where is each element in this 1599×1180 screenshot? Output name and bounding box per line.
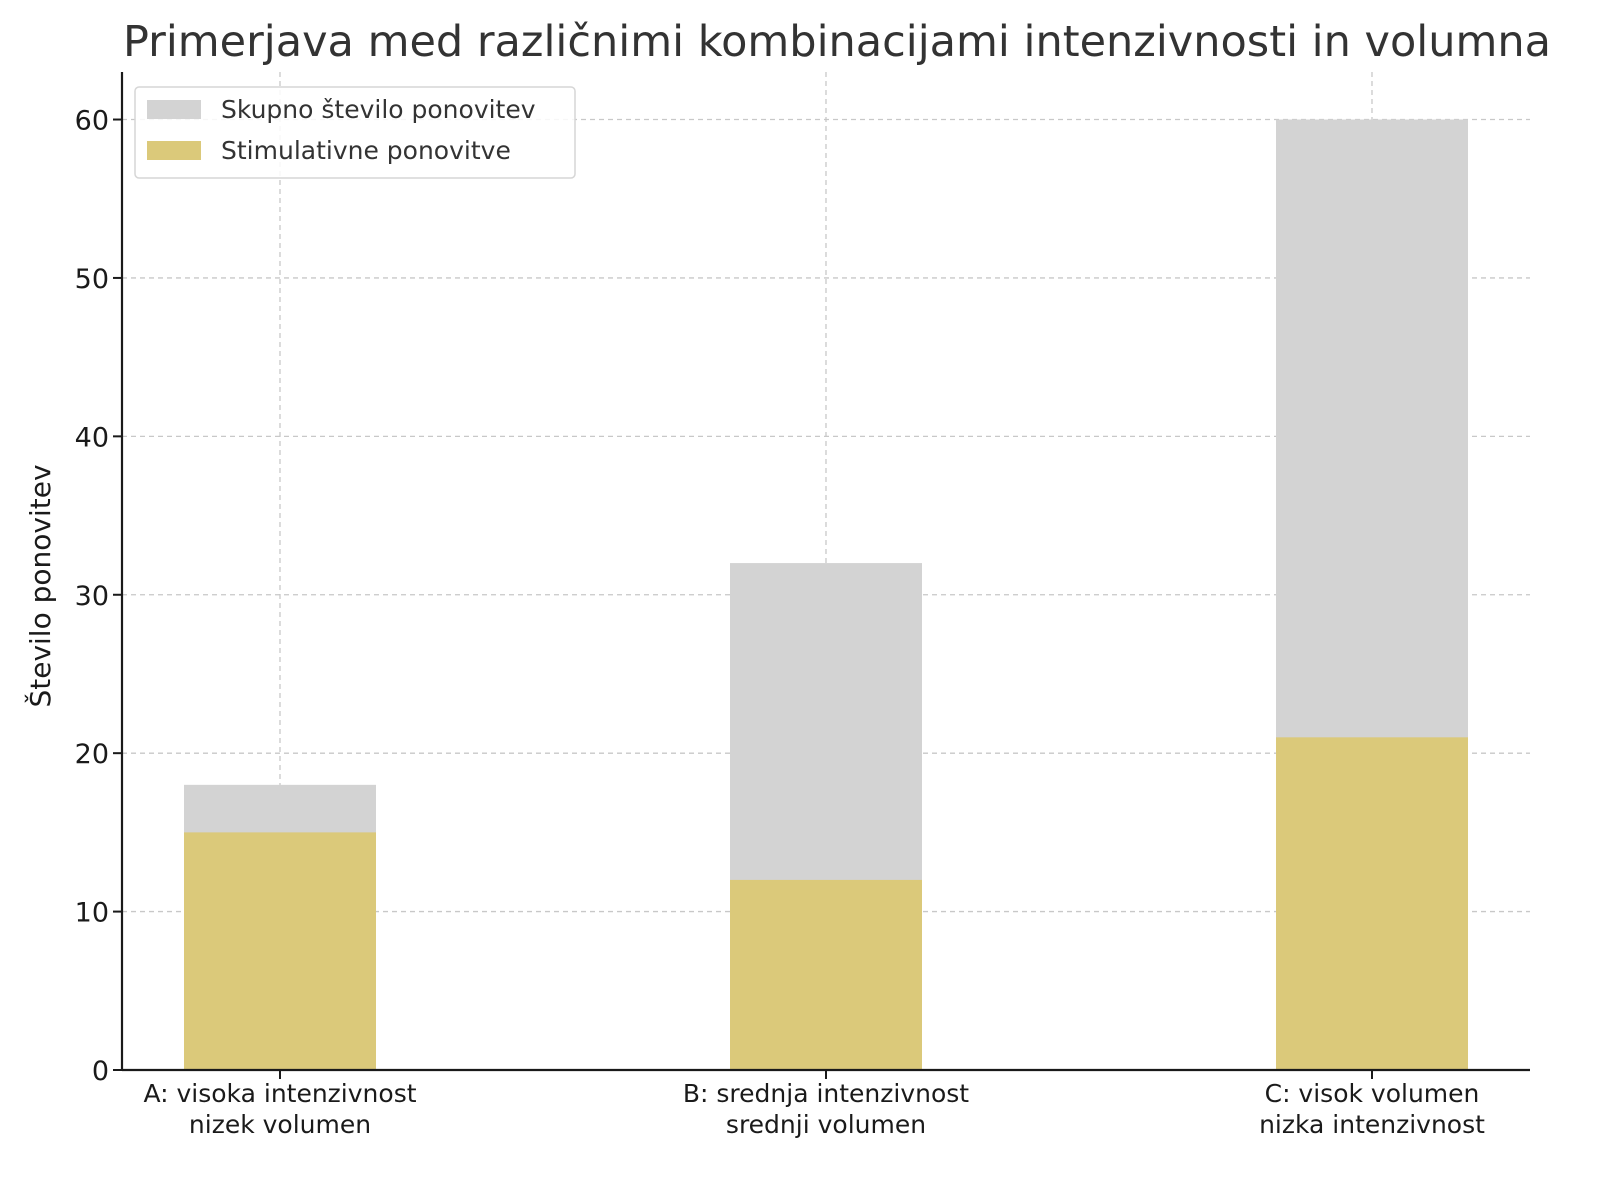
y-tick-label: 50 (75, 264, 109, 295)
y-axis-label: Število ponovitev (23, 464, 57, 707)
legend-label: Skupno število ponovitev (221, 95, 536, 124)
y-tick-label: 30 (75, 581, 109, 612)
x-tick-label: A: visoka intenzivnost (143, 1079, 416, 1108)
y-tick-label: 60 (75, 106, 109, 137)
y-tick-label: 40 (75, 422, 109, 453)
legend: Skupno število ponovitev Stimulativne pon… (134, 86, 576, 179)
bars (184, 119, 1468, 1071)
legend-box (134, 86, 576, 179)
y-tick-label: 0 (92, 1056, 109, 1087)
x-tick-label: nizek volumen (189, 1110, 371, 1139)
y-tick-label: 10 (75, 898, 109, 929)
x-tick-label: srednji volumen (726, 1110, 926, 1139)
axes (113, 72, 1530, 1079)
chart-title: Primerjava med različnimi kombinacijami … (123, 17, 1551, 67)
legend-swatch (147, 100, 201, 119)
bar-stimulative-reps (730, 879, 922, 1070)
bar-stimulative-reps (1276, 737, 1468, 1070)
x-tick-label: nizka intenzivnost (1259, 1110, 1485, 1139)
bar-stimulative-reps (184, 832, 376, 1070)
x-tick-label: C: visok volumen (1265, 1079, 1480, 1108)
legend-label: Stimulativne ponovitve (221, 136, 511, 165)
tick-labels: 0 10 20 30 40 50 60 A: visoka intenzivnostnizek… (75, 106, 1485, 1139)
y-tick-label: 20 (75, 739, 109, 770)
x-tick-label: B: srednja intenzivnost (683, 1079, 969, 1108)
legend-swatch (147, 141, 201, 160)
